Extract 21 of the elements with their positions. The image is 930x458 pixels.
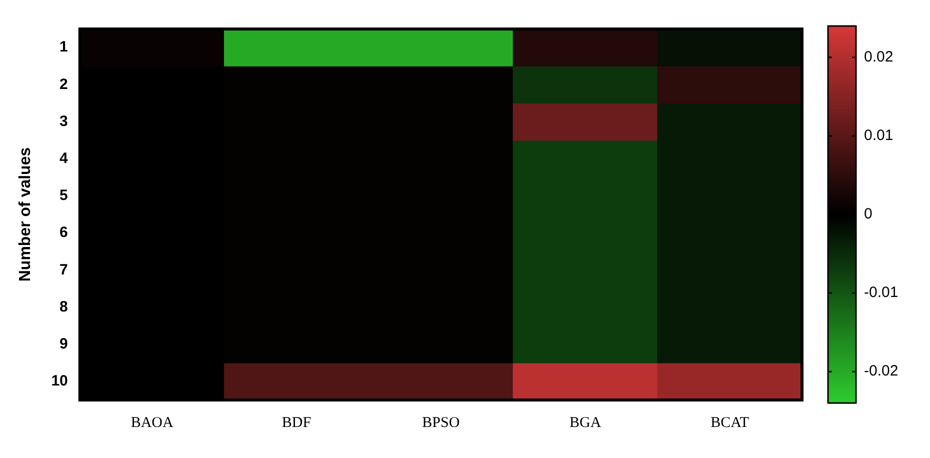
color-bar-label: 0.01: [864, 127, 894, 144]
y-tick-label: 7: [60, 261, 68, 278]
y-tick-label: 9: [60, 335, 68, 352]
color-bar-label: -0.02: [864, 362, 898, 380]
x-tick-label: BGA: [570, 414, 602, 431]
x-tick-label: BDF: [282, 414, 312, 431]
y-tick-label: 4: [60, 150, 69, 167]
y-tick-label: 1: [60, 38, 68, 56]
x-tick-label: BCAT: [710, 414, 749, 431]
y-tick-label: 6: [60, 224, 68, 242]
y-tick-label: 3: [60, 112, 68, 130]
y-tick-label: 2: [60, 76, 68, 93]
color-bar-label: -0.01: [864, 284, 898, 302]
x-tick-label: BPSO: [422, 414, 460, 431]
y-axis-title: Number of values: [17, 147, 34, 282]
y-tick-label: 10: [51, 372, 68, 390]
y-tick-label: 8: [60, 298, 68, 316]
y-tick-label: 5: [60, 187, 68, 204]
color-bar-label: 0.02: [864, 48, 894, 66]
color-bar-label: 0: [864, 206, 872, 223]
x-tick-label: BAOA: [130, 414, 174, 431]
